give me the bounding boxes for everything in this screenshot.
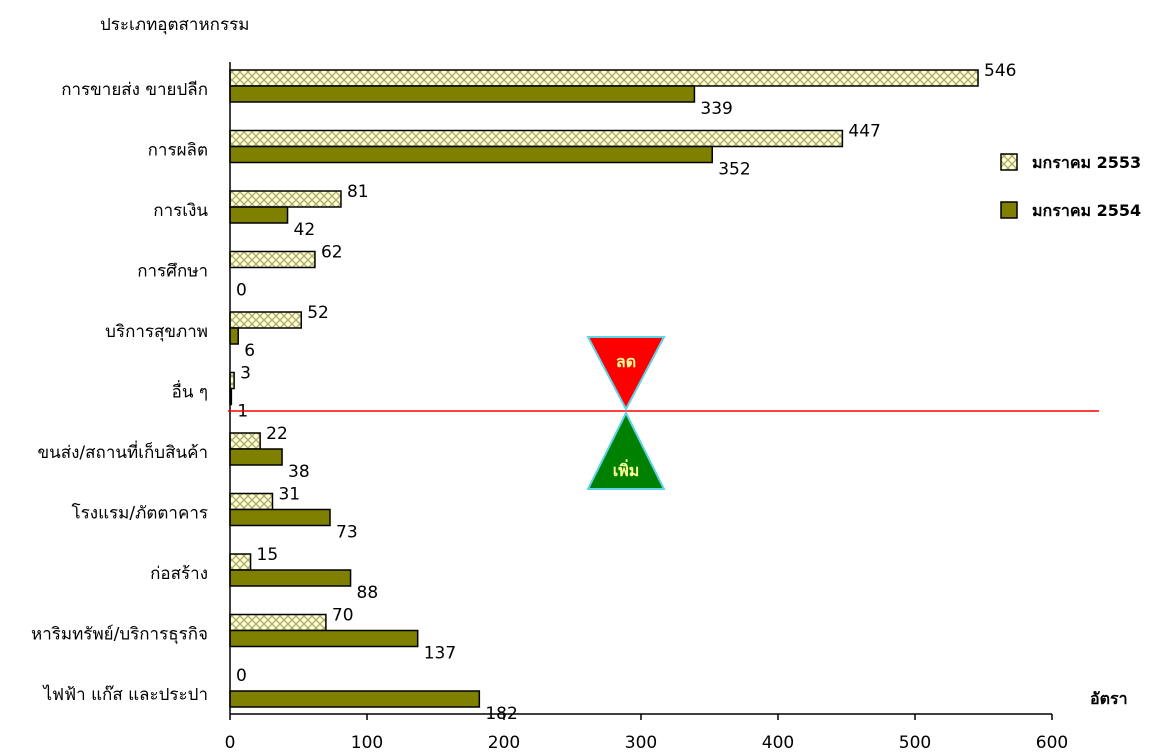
value-label-2553: 546: [984, 61, 1016, 81]
increase-indicator: เพิ่ม: [586, 410, 666, 490]
value-label-2553: 22: [266, 424, 288, 444]
value-label-2554: 88: [357, 583, 379, 603]
x-tick-label: 100: [351, 733, 383, 753]
x-axis: 0 100 200 300 400 500 600: [225, 713, 1068, 753]
category-label: บริการสุขภาพ: [105, 322, 208, 342]
x-tick-label: 400: [762, 733, 794, 753]
x-tick-label: 500: [899, 733, 931, 753]
value-label-2553: 447: [848, 122, 880, 142]
bar-2553: [229, 432, 261, 450]
y-axis-title: ประเภทอุตสาหกรรม: [100, 15, 249, 35]
value-label-2553: 0: [236, 666, 247, 686]
x-axis-title: อัตรา: [1090, 689, 1128, 708]
value-label-2554: 339: [700, 99, 732, 119]
bar-2553: [229, 311, 302, 329]
bar-2553: [229, 492, 274, 511]
legend-label-2553: มกราคม 2553: [1032, 153, 1141, 172]
value-label-2554: 38: [288, 462, 310, 482]
category-label: การเงิน: [153, 201, 208, 221]
value-label-2553: 15: [257, 545, 279, 565]
category-label: หาริมทรัพย์/บริการธุรกิจ: [31, 625, 208, 645]
x-tick-label: 200: [488, 733, 520, 753]
legend-swatch-2553: [1000, 153, 1018, 171]
bar-2554: [229, 690, 481, 708]
bar-2553: [229, 553, 252, 571]
bar-2553: [229, 69, 979, 87]
value-label-2554: 6: [244, 341, 255, 361]
category-label: การผลิต: [148, 141, 208, 161]
category-label: อื่น ๆ: [172, 380, 208, 403]
value-label-2553: 62: [321, 243, 343, 263]
bar-2554: [229, 145, 713, 164]
category-labels: การขายส่ง ขายปลีกการผลิตการเงินการศึกษาบ…: [31, 80, 208, 705]
category-label: การศึกษา: [137, 262, 208, 282]
decrease-triangle: [586, 336, 666, 412]
category-label: การขายส่ง ขายปลีก: [61, 80, 208, 100]
decrease-indicator: ลด: [586, 336, 666, 412]
x-tick-label: 300: [625, 733, 657, 753]
increase-triangle: [586, 410, 666, 490]
bar-2554: [229, 85, 696, 103]
value-label-2554: 137: [424, 644, 456, 664]
bar-2554: [229, 327, 239, 345]
bar-2553: [229, 129, 844, 148]
bar-2553: [229, 190, 342, 208]
value-label-2554: 73: [336, 523, 358, 543]
value-label-2554: 352: [718, 160, 750, 180]
bar-2554: [229, 206, 289, 224]
bar-2554: [229, 629, 419, 648]
x-tick-label: 600: [1036, 733, 1068, 753]
category-label: ก่อสร้าง: [150, 564, 208, 584]
legend-label-2554: มกราคม 2554: [1032, 201, 1141, 220]
category-label: ขนส่ง/สถานที่เก็บสินค้า: [38, 440, 209, 463]
value-label-2553: 3: [240, 364, 251, 384]
category-label: ไฟฟ้า แก๊ส และประปา: [42, 684, 209, 705]
category-label: โรงแรม/ภัตตาคาร: [72, 503, 208, 524]
decrease-label: ลด: [616, 352, 636, 371]
value-label-2554: 42: [294, 220, 316, 240]
x-tick-label: 0: [225, 733, 236, 753]
bar-2553: [229, 250, 316, 269]
increase-label: เพิ่ม: [613, 459, 640, 480]
bar-2553: [229, 613, 327, 632]
value-label-2553: 81: [347, 182, 369, 202]
legend: มกราคม 2553 มกราคม 2554: [1000, 153, 1141, 220]
value-label-2554: 0: [236, 281, 247, 301]
bar-2554: [229, 448, 283, 466]
legend-swatch-2554: [1000, 201, 1018, 219]
bar-2554: [229, 508, 331, 527]
bar-2554: [229, 569, 352, 587]
value-label-2553: 31: [278, 485, 300, 505]
value-label-2553: 70: [332, 606, 354, 626]
value-label-2553: 52: [307, 303, 329, 323]
